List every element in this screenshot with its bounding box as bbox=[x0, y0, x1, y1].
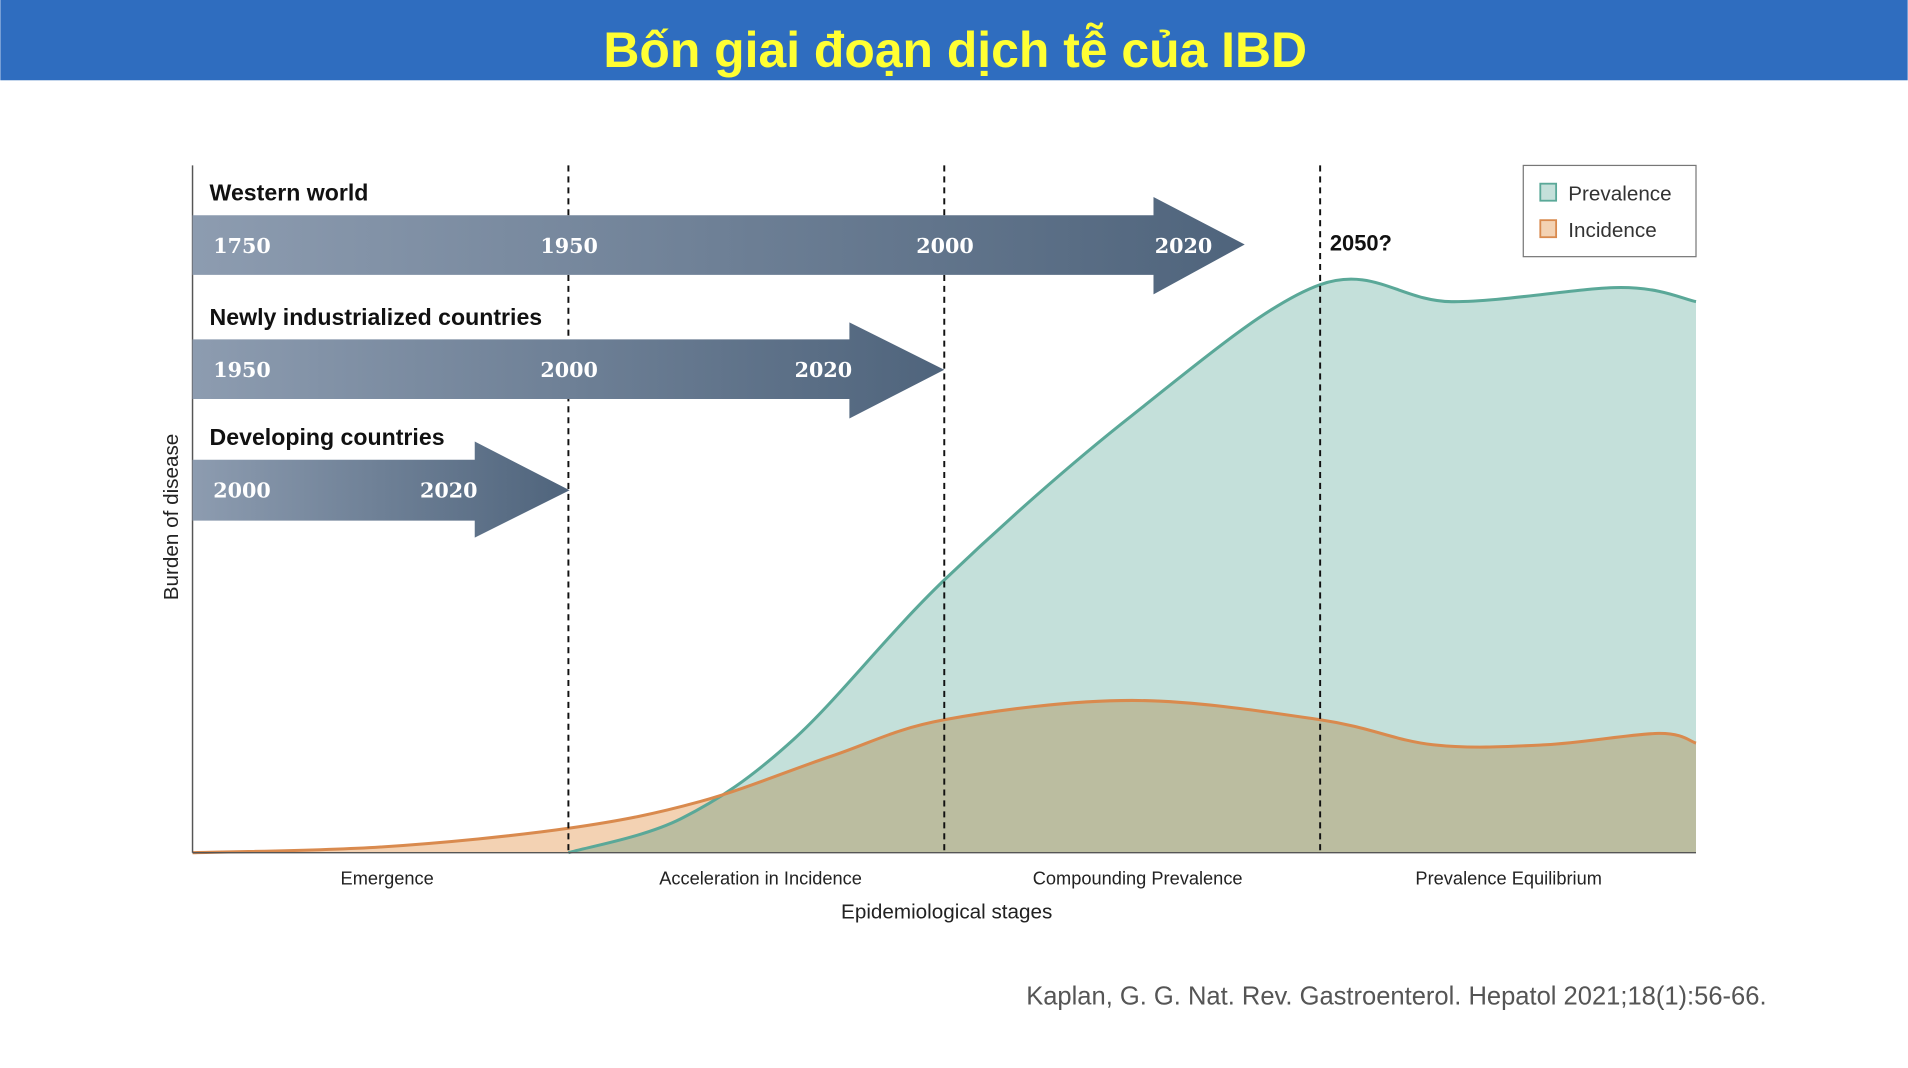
timeline-label: Western world bbox=[210, 180, 369, 206]
timeline-label: Developing countries bbox=[210, 424, 445, 450]
timeline-arrow bbox=[192, 322, 945, 419]
x-axis-title: Epidemiological stages bbox=[841, 900, 1052, 923]
x-tick-label: Emergence bbox=[341, 867, 434, 888]
year-label: 2000 bbox=[916, 234, 974, 258]
x-tick-label: Prevalence Equilibrium bbox=[1415, 867, 1601, 888]
x-tick-label: Compounding Prevalence bbox=[1033, 867, 1243, 888]
timeline-developing: Developing countries 2000 2020 bbox=[192, 424, 570, 538]
year-label: 1950 bbox=[213, 358, 271, 382]
timeline-arrow bbox=[192, 441, 570, 538]
legend: Prevalence Incidence bbox=[1522, 164, 1697, 258]
year-label: 1750 bbox=[213, 234, 271, 258]
year-label: 1950 bbox=[540, 234, 598, 258]
prevalence-area bbox=[568, 279, 1697, 853]
year-label: 2000 bbox=[213, 479, 271, 503]
year-label: 2020 bbox=[420, 479, 478, 503]
incidence-line bbox=[192, 698, 1697, 855]
timeline-arrow bbox=[192, 197, 1245, 295]
legend-swatch-prevalence bbox=[1539, 182, 1558, 202]
legend-label: Prevalence bbox=[1568, 183, 1671, 206]
legend-swatch-incidence bbox=[1539, 219, 1558, 239]
y-axis-title: Burden of disease bbox=[160, 434, 183, 601]
x-tick-label: Acceleration in Incidence bbox=[659, 867, 862, 888]
year-label: 2000 bbox=[540, 358, 598, 382]
timeline-western-world: Western world 1750 1950 2000 2020 bbox=[192, 180, 1245, 295]
header-bar bbox=[0, 0, 1908, 81]
legend-label: Incidence bbox=[1568, 219, 1656, 242]
timeline-label: Newly industrialized countries bbox=[210, 304, 543, 330]
citation: Kaplan, G. G. Nat. Rev. Gastroenterol. H… bbox=[1026, 983, 1766, 1011]
future-year-label: 2050? bbox=[1330, 231, 1392, 256]
year-label: 2020 bbox=[795, 358, 853, 382]
year-label: 2020 bbox=[1155, 234, 1213, 258]
page-title: Bốn giai đoạn dịch tễ của IBD bbox=[603, 22, 1307, 78]
timeline-newly-industrialized: Newly industrialized countries 1950 2000… bbox=[192, 304, 945, 419]
prevalence-line bbox=[567, 277, 1697, 855]
